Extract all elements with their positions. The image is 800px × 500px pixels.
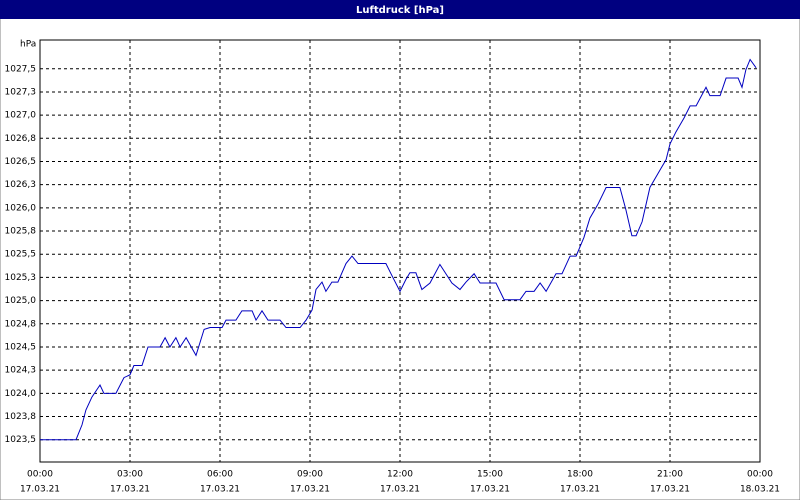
y-tick-label: 1026,5 [5, 157, 37, 167]
y-tick-label: 1025,8 [5, 227, 37, 237]
y-tick-label: 1026,0 [5, 203, 37, 213]
x-tick-date: 17.03.21 [200, 485, 240, 495]
y-tick-label: 1025,3 [5, 273, 37, 283]
x-tick-date: 17.03.21 [290, 485, 330, 495]
x-tick-label: 06:00 [207, 470, 233, 480]
x-tick-label: 15:00 [477, 470, 503, 480]
y-tick-label: 1027,0 [5, 111, 37, 121]
y-tick-label: 1023,5 [5, 435, 37, 445]
plot-border [39, 39, 761, 463]
y-tick-label: 1024,0 [5, 389, 37, 399]
y-tick-label: 1024,3 [5, 366, 37, 376]
y-tick-label: 1027,3 [5, 87, 37, 97]
x-tick-date: 17.03.21 [380, 485, 420, 495]
title-bar [0, 0, 800, 19]
x-tick-date: 17.03.21 [470, 485, 510, 495]
y-tick-label: 1024,8 [5, 319, 37, 329]
x-tick-label: 03:00 [117, 470, 143, 480]
y-tick-label: 1023,8 [5, 412, 37, 422]
x-tick-label: 12:00 [387, 470, 413, 480]
chart-title: Luftdruck [hPa] [356, 5, 444, 16]
y-unit: hPa [20, 40, 36, 50]
x-tick-date: 18.03.21 [740, 485, 780, 495]
x-tick-label: 09:00 [297, 470, 323, 480]
x-tick-label: 21:00 [657, 470, 683, 480]
x-tick-label: 00:00 [747, 470, 773, 480]
x-tick-label: 18:00 [567, 470, 593, 480]
x-tick-date: 17.03.21 [560, 485, 600, 495]
x-tick-label: 00:00 [27, 470, 53, 480]
y-tick-label: 1027,5 [5, 64, 37, 74]
y-tick-label: 1026,3 [5, 180, 37, 190]
y-tick-label: 1026,8 [5, 134, 37, 144]
y-tick-label: 1025,5 [5, 250, 37, 260]
x-tick-date: 17.03.21 [650, 485, 690, 495]
x-tick-date: 17.03.21 [110, 485, 150, 495]
y-tick-label: 1025,0 [5, 296, 37, 306]
x-tick-date: 17.03.21 [20, 485, 60, 495]
data-line [40, 58, 757, 441]
y-tick-label: 1024,5 [5, 342, 37, 352]
